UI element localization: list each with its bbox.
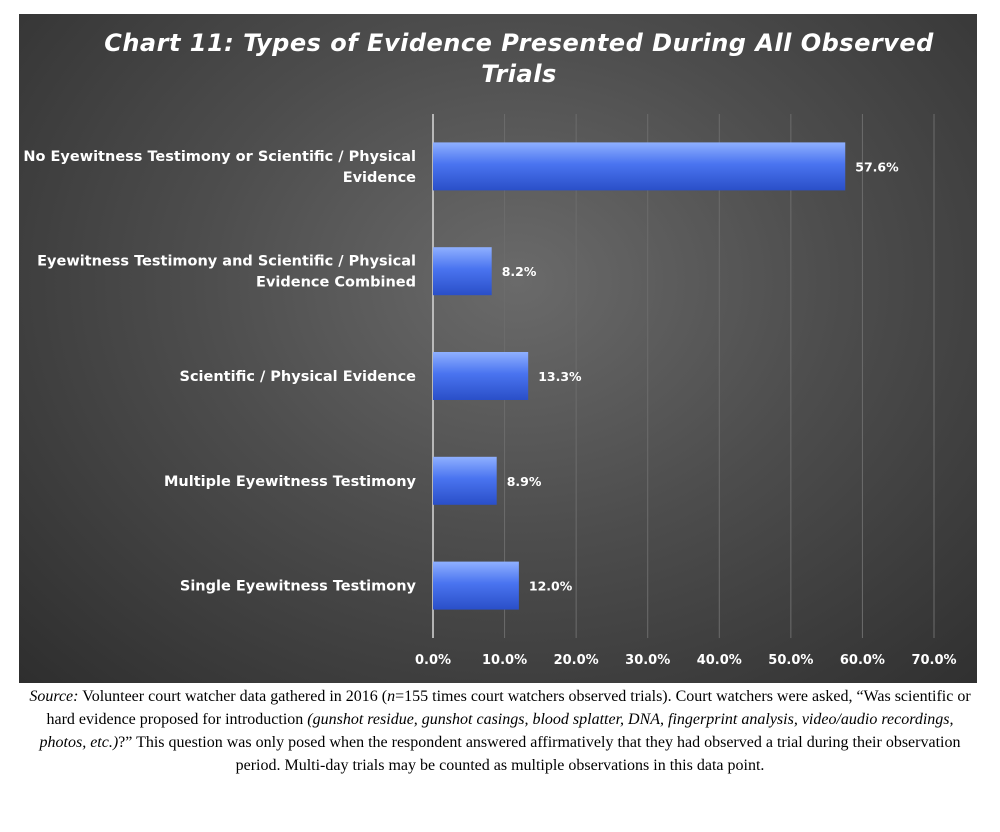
x-tick-label: 40.0% xyxy=(697,653,742,668)
source-n-label: n xyxy=(387,688,396,705)
data-label: 12.0% xyxy=(529,579,573,594)
chart-title: Chart 11: Types of Evidence Presented Du… xyxy=(104,29,934,88)
x-tick-label: 50.0% xyxy=(768,653,813,668)
category-label: No Eyewitness Testimony or Scientific / … xyxy=(23,149,416,165)
source-label: Source: xyxy=(29,688,79,705)
data-label: 57.6% xyxy=(855,159,899,174)
category-label: Single Eyewitness Testimony xyxy=(180,579,417,595)
bars xyxy=(433,142,846,610)
category-label: Evidence xyxy=(343,170,416,186)
source-note: Source: Volunteer court watcher data gat… xyxy=(28,685,972,777)
chart-panel: Chart 11: Types of Evidence Presented Du… xyxy=(19,14,977,683)
category-label: Eyewitness Testimony and Scientific / Ph… xyxy=(37,254,416,270)
x-tick-label: 60.0% xyxy=(840,653,885,668)
x-tick-label: 70.0% xyxy=(911,653,956,668)
source-text-2: =155 times court watchers observed trial… xyxy=(46,688,971,728)
x-tick-label: 10.0% xyxy=(482,653,527,668)
bar xyxy=(433,352,529,400)
bar xyxy=(433,142,846,191)
source-text-1: Volunteer court watcher data gathered in… xyxy=(78,688,388,705)
category-label: Evidence Combined xyxy=(256,275,416,291)
data-label: 13.3% xyxy=(538,369,582,384)
chart-plot: 0.0% 10.0% 20.0% 30.0% 40.0% 50.0% 60.0% 70.0% 5… xyxy=(23,114,957,668)
category-label: Multiple Eyewitness Testimony xyxy=(164,474,417,490)
x-tick-label: 0.0% xyxy=(415,653,451,668)
x-tick-label: 20.0% xyxy=(554,653,599,668)
category-label: Scientific / Physical Evidence xyxy=(180,369,417,385)
x-tick-label: 30.0% xyxy=(625,653,670,668)
bar xyxy=(433,456,497,505)
data-label: 8.9% xyxy=(507,474,542,489)
labels: 0.0% 10.0% 20.0% 30.0% 40.0% 50.0% 60.0% 70.0% 5… xyxy=(23,149,956,668)
bar xyxy=(433,561,519,610)
source-text-3: ?” This question was only posed when the… xyxy=(118,734,961,774)
data-label: 8.2% xyxy=(502,264,537,279)
bar xyxy=(433,247,492,296)
source-examples: (gunshot residue, gunshot casings, blood… xyxy=(39,711,954,751)
